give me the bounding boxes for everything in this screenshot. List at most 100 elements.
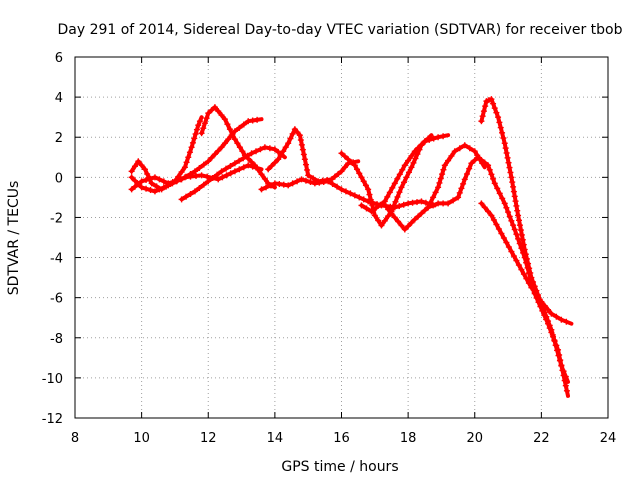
data-point	[439, 171, 446, 178]
data-point	[147, 187, 154, 194]
data-point	[191, 135, 198, 142]
data-point	[508, 174, 515, 181]
y-tick-label: -2	[50, 211, 63, 226]
data-point	[415, 144, 422, 151]
data-point	[513, 231, 520, 238]
data-point	[558, 316, 565, 323]
data-point	[511, 193, 518, 200]
data-point	[403, 174, 410, 181]
data-point	[386, 189, 393, 196]
data-point	[463, 170, 470, 177]
data-point	[358, 202, 365, 209]
data-point	[514, 207, 521, 214]
data-point	[456, 145, 463, 152]
data-point	[426, 136, 433, 143]
data-point	[200, 161, 207, 168]
data-point	[488, 96, 495, 103]
data-point	[187, 173, 194, 180]
data-point	[236, 124, 243, 131]
data-point	[160, 184, 167, 191]
data-point	[545, 306, 552, 313]
data-point	[425, 204, 432, 211]
data-point	[554, 347, 561, 354]
data-point	[486, 166, 493, 173]
data-point	[338, 150, 345, 157]
data-point	[400, 179, 407, 186]
data-point	[200, 125, 207, 132]
data-point	[192, 131, 199, 138]
series-arc-12	[478, 96, 570, 384]
data-point	[169, 180, 176, 187]
data-point	[297, 137, 304, 144]
data-point	[522, 251, 529, 258]
data-point	[304, 166, 311, 173]
data-point	[385, 206, 392, 213]
x-tick-label: 18	[400, 431, 417, 446]
data-point	[471, 148, 478, 155]
data-point	[183, 193, 190, 200]
data-point	[430, 135, 437, 142]
data-point	[334, 183, 341, 190]
data-point	[498, 230, 505, 237]
data-point	[362, 182, 369, 189]
data-point	[231, 168, 238, 175]
data-point	[249, 163, 256, 170]
data-point	[196, 185, 203, 192]
data-point	[305, 172, 312, 179]
data-point	[430, 202, 437, 209]
data-point	[513, 202, 520, 209]
data-point	[191, 168, 198, 175]
data-point	[282, 144, 289, 151]
data-point	[418, 198, 425, 205]
data-point	[506, 213, 513, 220]
data-point	[218, 168, 225, 175]
data-point	[378, 222, 385, 229]
data-point	[485, 162, 492, 169]
data-point	[445, 200, 452, 207]
data-point	[519, 236, 526, 243]
data-point	[510, 253, 517, 260]
data-point	[488, 212, 495, 219]
data-point	[405, 169, 412, 176]
data-point	[287, 135, 294, 142]
data-point	[128, 186, 135, 193]
data-point	[478, 200, 485, 207]
data-point	[450, 197, 457, 204]
y-tick-label: 4	[55, 91, 63, 106]
data-point	[275, 156, 282, 163]
data-point	[128, 174, 135, 181]
data-point	[475, 154, 482, 161]
y-tick-label: -12	[42, 412, 63, 427]
data-point	[496, 190, 503, 197]
data-point	[360, 178, 367, 185]
data-point	[399, 166, 406, 173]
data-series	[128, 96, 574, 398]
data-point	[512, 198, 519, 205]
data-point	[412, 155, 419, 162]
data-point	[151, 188, 158, 195]
data-point	[241, 152, 248, 159]
data-point	[493, 109, 500, 116]
chart-title: Day 291 of 2014, Sidereal Day-to-day VTE…	[57, 22, 622, 38]
data-point	[396, 203, 403, 210]
series-trace	[359, 133, 451, 214]
data-point	[277, 152, 284, 159]
data-point	[215, 108, 222, 115]
data-point	[211, 151, 218, 158]
data-point	[173, 178, 180, 185]
data-point	[185, 154, 192, 161]
data-point	[191, 188, 198, 195]
data-point	[411, 148, 418, 155]
data-point	[372, 205, 379, 212]
data-point	[252, 148, 259, 155]
data-point	[401, 226, 408, 233]
data-point	[143, 185, 150, 192]
data-point	[391, 180, 398, 187]
data-point	[135, 181, 142, 188]
data-point	[193, 126, 200, 133]
data-point	[298, 176, 305, 183]
data-point	[165, 182, 172, 189]
data-point	[219, 174, 226, 181]
data-point	[201, 120, 208, 127]
data-point	[198, 172, 205, 179]
